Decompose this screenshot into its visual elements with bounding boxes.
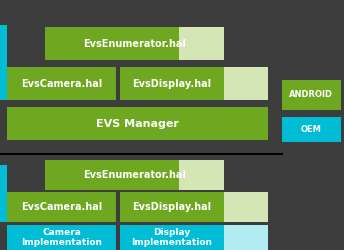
FancyBboxPatch shape <box>45 28 224 60</box>
Text: ANDROID: ANDROID <box>289 90 333 100</box>
Text: EvsEnumerator.hal: EvsEnumerator.hal <box>83 39 186 49</box>
FancyBboxPatch shape <box>7 192 117 222</box>
Text: EvsCamera.hal: EvsCamera.hal <box>21 79 103 89</box>
FancyBboxPatch shape <box>179 160 224 190</box>
FancyBboxPatch shape <box>7 108 268 140</box>
FancyBboxPatch shape <box>224 192 268 222</box>
FancyBboxPatch shape <box>179 28 224 60</box>
Text: Camera
Implementation: Camera Implementation <box>21 228 103 247</box>
FancyBboxPatch shape <box>0 165 7 222</box>
Text: EvsDisplay.hal: EvsDisplay.hal <box>132 79 212 89</box>
FancyBboxPatch shape <box>7 68 117 100</box>
Text: EvsDisplay.hal: EvsDisplay.hal <box>132 202 212 212</box>
FancyBboxPatch shape <box>224 225 268 250</box>
FancyBboxPatch shape <box>7 225 117 250</box>
FancyBboxPatch shape <box>120 192 224 222</box>
Text: Display
Implementation: Display Implementation <box>131 228 213 247</box>
Text: EvsEnumerator.hal: EvsEnumerator.hal <box>83 170 186 180</box>
FancyBboxPatch shape <box>120 68 224 100</box>
FancyBboxPatch shape <box>282 118 341 142</box>
Text: OEM: OEM <box>301 126 322 134</box>
FancyBboxPatch shape <box>0 25 7 100</box>
FancyBboxPatch shape <box>45 160 224 190</box>
FancyBboxPatch shape <box>224 68 268 100</box>
Text: EVS Manager: EVS Manager <box>96 119 179 129</box>
FancyBboxPatch shape <box>120 225 224 250</box>
Text: EvsCamera.hal: EvsCamera.hal <box>21 202 103 212</box>
FancyBboxPatch shape <box>282 80 341 110</box>
